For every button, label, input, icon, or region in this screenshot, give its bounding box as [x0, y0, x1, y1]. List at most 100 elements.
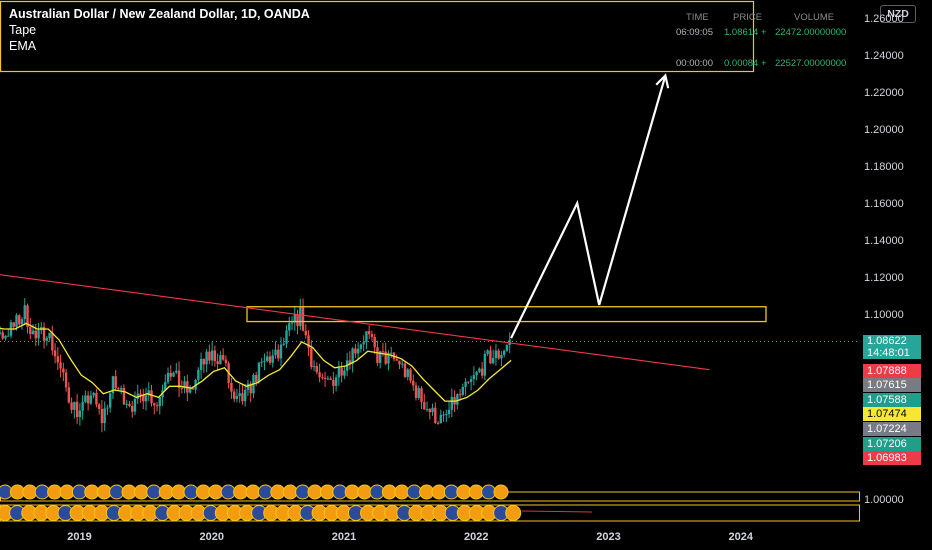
candle-body — [144, 395, 148, 402]
candle-body — [312, 366, 316, 368]
candle-body — [31, 330, 35, 334]
candle-body — [398, 360, 401, 365]
indicator-ema-label[interactable]: EMA — [9, 39, 37, 53]
y-tick-label: 1.20000 — [864, 124, 904, 136]
y-tick-label: 1.24000 — [864, 50, 904, 62]
candle-body — [293, 314, 296, 323]
candle-body — [279, 344, 283, 359]
indicator-tape-label[interactable]: Tape — [9, 23, 37, 37]
candle-body — [249, 383, 252, 394]
candle-body — [406, 369, 409, 377]
candle-body — [494, 350, 498, 358]
candle-body — [75, 401, 79, 418]
tape-marker — [270, 484, 286, 500]
tape-marker — [332, 484, 348, 500]
candle-body — [334, 377, 338, 386]
currency-button[interactable]: NZD — [880, 5, 916, 23]
candle-body — [365, 331, 368, 343]
candle-body — [447, 409, 451, 415]
candle-body — [188, 388, 192, 393]
candle-body — [4, 335, 7, 339]
candle-body — [464, 381, 467, 388]
candle-body — [318, 372, 321, 378]
tape-marker — [195, 484, 211, 500]
candle-body — [348, 360, 352, 364]
candle-body — [208, 351, 211, 361]
candle-body — [255, 374, 258, 383]
candle-body — [221, 355, 225, 360]
candle-body — [191, 388, 195, 390]
candle-body — [15, 315, 18, 327]
candle-body — [125, 403, 128, 405]
tape-marker — [493, 484, 509, 500]
tape-col-volume: VOLUME — [794, 12, 835, 23]
candle-body — [23, 305, 26, 320]
tape-row-price: 0.00084 — [724, 58, 759, 69]
candle-body — [434, 407, 437, 423]
candle-body — [257, 362, 261, 383]
candle-body — [326, 378, 330, 380]
candle-body — [373, 336, 376, 348]
candle-body — [290, 322, 294, 324]
x-tick-label: 2024 — [728, 531, 753, 543]
symbol-title[interactable]: Australian Dollar / New Zealand Dollar, … — [9, 7, 310, 21]
candle-body — [456, 394, 459, 405]
candle-body — [169, 372, 172, 377]
candle-body — [285, 330, 288, 344]
candle-body — [445, 414, 448, 416]
candle-body — [491, 357, 495, 364]
tape-marker — [158, 484, 174, 500]
candle-body — [166, 372, 170, 383]
y-tick-label: 1.14000 — [864, 235, 904, 247]
candle-body — [266, 356, 269, 361]
candle-body — [431, 407, 434, 413]
candle-body — [147, 390, 150, 396]
candle-body — [337, 367, 341, 378]
candle-body — [42, 326, 46, 341]
y-tick-label: 1.12000 — [864, 272, 904, 284]
candle-body — [158, 396, 161, 407]
candle-body — [356, 348, 360, 354]
y-tick-label: 1.16000 — [864, 198, 904, 210]
x-tick-label: 2023 — [596, 531, 621, 543]
candle-body — [425, 408, 429, 410]
candle-body — [97, 404, 101, 409]
candle-body — [370, 334, 374, 337]
tape-marker — [220, 484, 236, 500]
candle-body — [274, 349, 277, 356]
candle-body — [478, 368, 481, 372]
y-tick-label: 1.26000 — [864, 13, 904, 25]
candle-body — [343, 370, 346, 376]
candle-body — [67, 387, 71, 403]
candle-body — [384, 351, 387, 364]
candle-body — [505, 345, 509, 351]
last-price-badge: 1.08622 14:48:01 — [863, 335, 921, 359]
price-badge: 1.07206 — [863, 436, 921, 451]
candle-body — [78, 410, 82, 418]
candle-body — [243, 390, 247, 402]
candle-body — [235, 395, 239, 399]
tape-row-arrow-icon: + — [761, 27, 767, 38]
candle-body — [89, 395, 93, 404]
candle-body — [428, 408, 431, 413]
candle-body — [387, 352, 390, 364]
candle-body — [12, 322, 15, 327]
candle-body — [299, 307, 302, 327]
candle-body — [376, 347, 379, 363]
x-tick-label: 2019 — [67, 531, 92, 543]
candle-body — [29, 327, 32, 334]
candle-body — [128, 403, 131, 406]
price-badge: 1.07474 — [863, 407, 921, 422]
candle-body — [489, 350, 492, 364]
tape-col-price: PRICE — [733, 12, 763, 23]
candle-body — [310, 347, 313, 367]
candle-body — [111, 376, 115, 394]
candle-body — [122, 388, 126, 405]
candle-body — [53, 350, 57, 357]
candle-body — [34, 330, 37, 339]
y-tick-label: 1.18000 — [864, 161, 904, 173]
tape-row-time: 00:00:00 — [676, 58, 713, 69]
candle-body — [458, 394, 462, 396]
candle-body — [500, 354, 503, 359]
